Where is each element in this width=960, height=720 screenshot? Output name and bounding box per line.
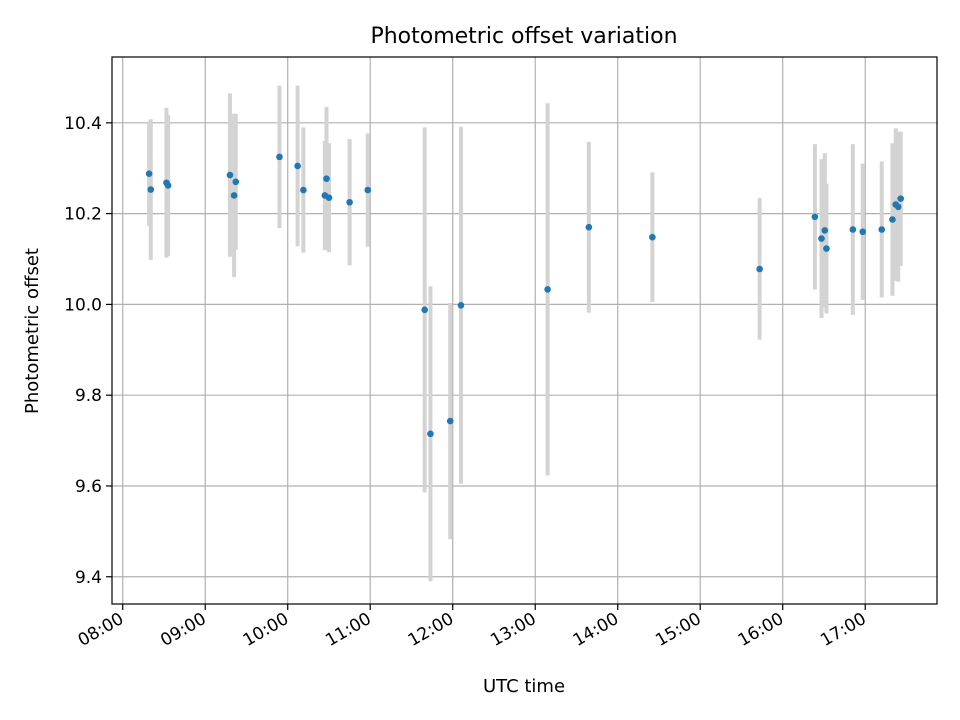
data-point	[300, 186, 307, 194]
data-point	[276, 153, 283, 161]
data-point	[894, 203, 902, 211]
data-points	[145, 153, 904, 438]
data-point	[649, 233, 656, 241]
y-tick-label: 9.8	[75, 386, 102, 406]
x-tick-label: 13:00	[487, 609, 539, 651]
data-point	[821, 227, 829, 234]
y-tick-label: 9.6	[75, 477, 102, 497]
data-point	[164, 182, 172, 189]
x-tick-label: 12:00	[405, 609, 457, 651]
x-tick-label: 11:00	[322, 609, 374, 651]
y-tick-label: 9.4	[75, 568, 102, 588]
data-point	[421, 306, 428, 314]
x-tick-label: 10:00	[240, 609, 292, 651]
data-point	[849, 226, 857, 233]
data-point	[427, 430, 434, 438]
data-point	[147, 186, 155, 193]
x-tick-label: 14:00	[570, 609, 622, 651]
data-point	[230, 192, 238, 199]
error-bars	[147, 85, 903, 582]
x-tick-label: 08:00	[75, 609, 127, 651]
data-point	[818, 235, 825, 242]
data-point	[446, 417, 454, 425]
x-tick-label: 16:00	[735, 609, 787, 651]
data-point	[585, 223, 593, 231]
data-point	[897, 195, 904, 202]
y-tick-label: 10.2	[64, 205, 102, 225]
y-axis-ticks: 9.4 9.6 9.8 10.0 10.2 10.4	[64, 114, 112, 588]
x-axis-label: UTC time	[483, 676, 565, 697]
data-point	[811, 213, 819, 221]
data-point	[878, 226, 886, 233]
data-point	[145, 170, 153, 177]
x-axis-ticks: 08:00 09:00 10:00 11:00 12:00 13:00 14:00 15:00…	[75, 604, 870, 651]
x-tick-label: 15:00	[652, 609, 704, 651]
y-tick-label: 10.4	[64, 114, 102, 134]
data-point	[232, 178, 240, 186]
data-point	[859, 228, 867, 236]
chart-title: Photometric offset variation	[370, 24, 677, 49]
grid-lines	[112, 57, 937, 604]
data-point	[294, 162, 301, 170]
y-tick-label: 10.0	[64, 295, 102, 315]
data-point	[346, 198, 353, 206]
data-point	[226, 171, 234, 179]
data-point	[889, 216, 896, 223]
plot-frame	[111, 56, 938, 605]
data-point	[544, 286, 551, 293]
data-point	[364, 186, 372, 194]
data-point	[756, 265, 763, 273]
data-point	[325, 194, 333, 202]
data-point	[457, 302, 465, 309]
y-axis-label: Photometric offset	[22, 248, 43, 414]
data-point	[823, 245, 830, 252]
data-point	[323, 175, 330, 182]
x-tick-label: 09:00	[157, 609, 209, 651]
x-tick-label: 17:00	[817, 609, 869, 651]
